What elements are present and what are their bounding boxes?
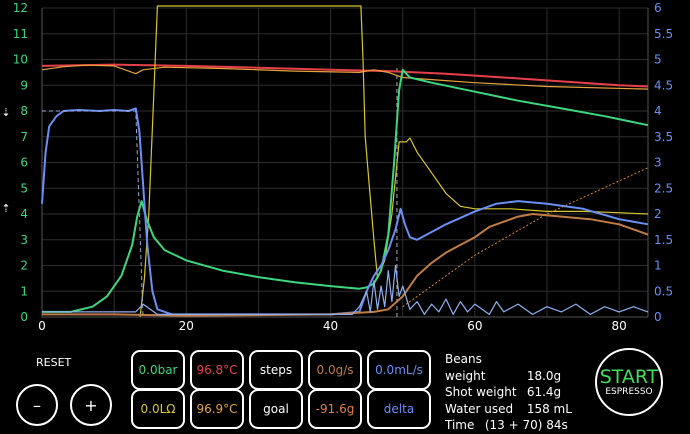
start-espresso-button[interactable]: START ESPRESSO xyxy=(595,348,663,416)
x-tick-label: 20 xyxy=(179,319,194,330)
flow-tile[interactable]: 0.0mL/s xyxy=(367,350,431,390)
mix-temp-series-line xyxy=(41,64,649,90)
beans-weight-value: 18.0g xyxy=(526,368,562,383)
plus-button[interactable]: + xyxy=(70,384,112,426)
mix-temp-value: 96.9°C xyxy=(196,402,238,416)
reset-label: RESET xyxy=(36,356,72,369)
y-left-tick-label: 11 xyxy=(13,27,28,41)
y-right-tick-label: 2 xyxy=(654,207,662,221)
y-right-tick-label: 2.5 xyxy=(654,181,673,195)
resistance-value: 0.0LΩ xyxy=(140,402,176,416)
temperature-series-line xyxy=(41,63,649,88)
goal-label: goal xyxy=(263,402,289,416)
resistance-tile[interactable]: 0.0LΩ xyxy=(131,389,185,429)
start-label: START xyxy=(599,365,659,388)
y-left-tick-label: 2 xyxy=(20,259,28,273)
y-right-tick-label: 0.5 xyxy=(654,284,673,298)
beans-weight-label: Beans weight xyxy=(445,352,486,383)
weight-goal-series-line xyxy=(402,167,649,308)
flow-value: 0.0mL/s xyxy=(375,363,423,377)
temperature-value: 96.8°C xyxy=(196,363,238,377)
shot-graph: 012345678910111200.511.522.533.544.555.5… xyxy=(13,1,673,330)
y-left-tick-label: 9 xyxy=(20,78,28,92)
water-used-label: Water used xyxy=(445,401,514,416)
time-value: (13 + 70) 84s xyxy=(484,418,568,432)
shot-info: Beans weight 18.0g Shot weight 61.4g Wat… xyxy=(445,351,572,434)
y-left-tick-label: 7 xyxy=(20,130,28,144)
pressure-tile[interactable]: 0.0bar xyxy=(131,350,185,390)
time-row: Time (13 + 70) 84s xyxy=(445,417,572,434)
y-right-tick-label: 1 xyxy=(654,259,662,273)
y-left-tick-label: 0 xyxy=(20,310,28,324)
steps-label: steps xyxy=(259,363,293,377)
y-left-tick-label: 10 xyxy=(13,53,28,67)
y-right-tick-label: 5.5 xyxy=(654,27,673,41)
y-right-tick-label: 3 xyxy=(654,156,662,170)
x-tick-label: 60 xyxy=(467,319,482,330)
water-used-value: 158 mL xyxy=(526,401,572,416)
scroll-down-arrow-icon[interactable]: ⇣ xyxy=(1,106,11,119)
scroll-up-arrow-icon[interactable]: ⇡ xyxy=(1,202,11,215)
y-right-tick-label: 5 xyxy=(654,53,662,67)
espresso-label: ESPRESSO xyxy=(605,386,653,397)
y-right-tick-label: 0 xyxy=(654,310,662,324)
y-left-tick-label: 6 xyxy=(20,156,28,170)
goal-tile[interactable]: goal xyxy=(249,389,303,429)
delta-series-line xyxy=(42,264,649,315)
steps-tile[interactable]: steps xyxy=(249,350,303,390)
delta-label: delta xyxy=(383,402,415,416)
delta-tile[interactable]: delta xyxy=(367,389,431,429)
mix-temp-tile[interactable]: 96.9°C xyxy=(190,389,244,429)
flow-goal-series-line xyxy=(42,110,144,318)
shot-weight-value: 61.4g xyxy=(526,385,562,399)
y-left-tick-label: 8 xyxy=(20,104,28,118)
y-left-tick-label: 12 xyxy=(13,1,28,15)
shot-weight-label: Shot weight xyxy=(445,385,517,399)
weight-flow-value: 0.0g/s xyxy=(316,363,354,377)
y-left-tick-label: 4 xyxy=(20,207,28,221)
weight-goal-value: -91.6g xyxy=(315,402,355,416)
y-left-tick-label: 3 xyxy=(20,233,28,247)
y-right-tick-label: 6 xyxy=(654,1,662,15)
x-tick-label: 40 xyxy=(323,319,338,330)
weight-goal-tile[interactable]: -91.6g xyxy=(308,389,362,429)
resistance-series-line xyxy=(139,5,649,318)
x-tick-label: 0 xyxy=(38,319,46,330)
plus-icon: + xyxy=(84,395,98,415)
x-tick-label: 80 xyxy=(612,319,627,330)
weight-flow-tile[interactable]: 0.0g/s xyxy=(308,350,362,390)
beans-weight-row: Beans weight 18.0g xyxy=(445,351,572,384)
y-right-tick-label: 1.5 xyxy=(654,233,673,247)
temperature-tile[interactable]: 96.8°C xyxy=(190,350,244,390)
y-right-tick-label: 4.5 xyxy=(654,78,673,92)
weight-series-line xyxy=(42,213,649,317)
flow-series-line xyxy=(41,107,649,316)
pressure-series-line xyxy=(42,68,649,313)
minus-button[interactable]: – xyxy=(16,384,58,426)
minus-icon: – xyxy=(33,395,41,415)
y-left-tick-label: 5 xyxy=(20,181,28,195)
y-right-tick-label: 3.5 xyxy=(654,130,673,144)
time-label: Time xyxy=(445,418,475,432)
shot-weight-row: Shot weight 61.4g xyxy=(445,384,572,401)
pressure-value: 0.0bar xyxy=(138,363,178,377)
water-used-row: Water used 158 mL xyxy=(445,401,572,418)
y-left-tick-label: 1 xyxy=(20,284,28,298)
y-right-tick-label: 4 xyxy=(654,104,662,118)
